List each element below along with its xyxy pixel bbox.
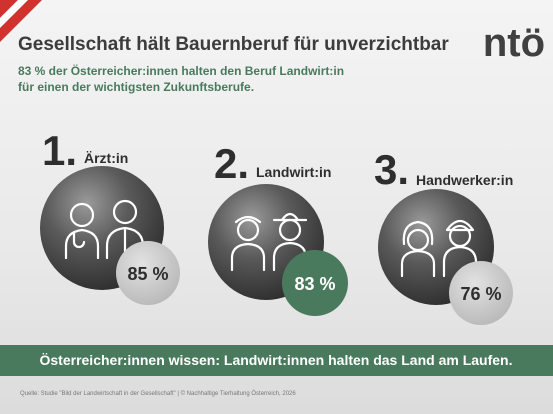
subtitle: für einen der wichtigsten Zukunftsberufe… xyxy=(18,80,254,94)
craftsman-icon xyxy=(400,219,478,278)
share-badge xyxy=(116,241,180,305)
share-badge xyxy=(449,261,513,325)
subtitle: 83 % der Österreicher:innen halten den B… xyxy=(18,63,344,78)
logo: ntö xyxy=(483,21,545,65)
rank-label: Ärzt:in xyxy=(84,150,128,166)
share-value: 76 % xyxy=(460,284,501,304)
share-value: 85 % xyxy=(127,264,168,284)
doctor-icon xyxy=(64,199,145,260)
share-value: 83 % xyxy=(294,274,335,294)
rank-number: 1. xyxy=(42,127,77,174)
rank-number: 2. xyxy=(214,140,249,187)
banner-text: Österreicher:innen wissen: Landwirt:inne… xyxy=(40,352,513,368)
banner xyxy=(0,345,553,376)
flag-stripes xyxy=(0,0,42,42)
source: Quelle: Studie "Bild der Landwirtschaft … xyxy=(20,390,296,397)
farmer-icon xyxy=(230,212,308,272)
rank-label: Landwirt:in xyxy=(256,164,331,180)
rank-number: 3. xyxy=(374,146,409,193)
rank-label: Handwerker:in xyxy=(416,172,513,188)
share-badge xyxy=(282,250,348,316)
title: Gesellschaft hält Bauernberuf für unverz… xyxy=(18,34,449,55)
